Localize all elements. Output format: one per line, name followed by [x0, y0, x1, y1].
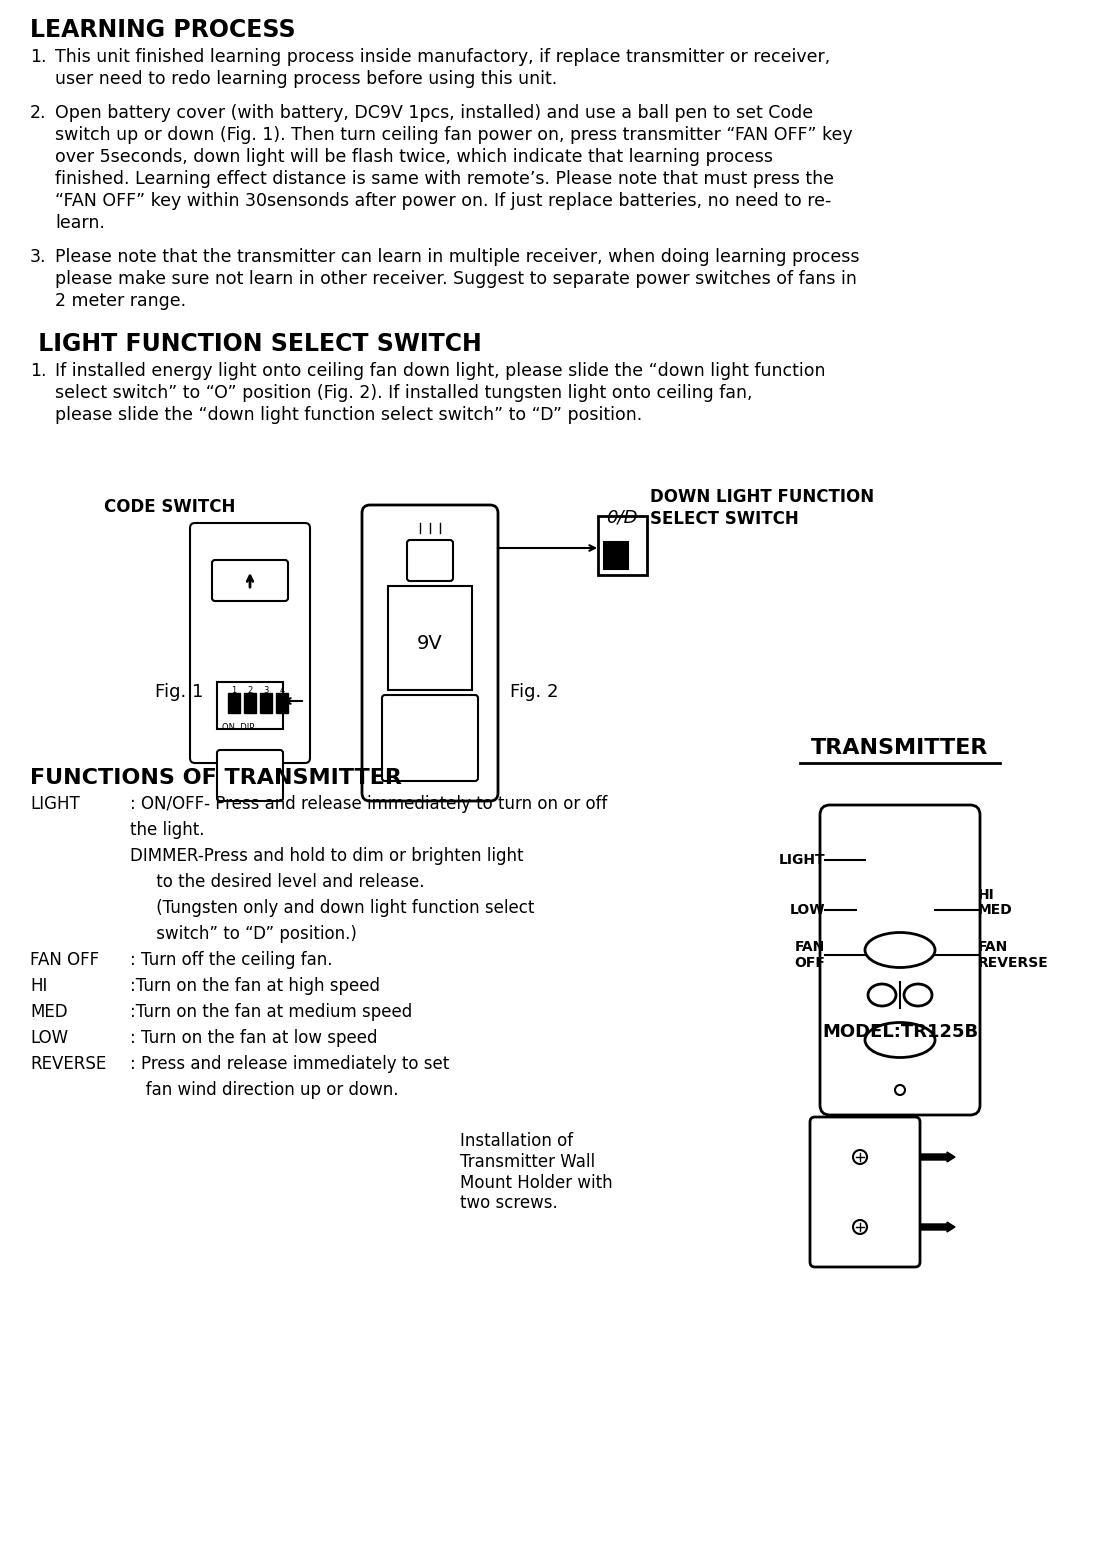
- Text: TRANSMITTER: TRANSMITTER: [811, 739, 989, 757]
- Text: This unit finished learning process inside manufactory, if replace transmitter o: This unit finished learning process insi…: [55, 49, 830, 66]
- Text: LOW: LOW: [30, 1030, 68, 1047]
- Text: MED: MED: [978, 903, 1013, 917]
- Text: 2 meter range.: 2 meter range.: [55, 293, 186, 310]
- Text: FAN OFF: FAN OFF: [30, 952, 99, 969]
- Bar: [228, 693, 240, 714]
- FancyBboxPatch shape: [362, 505, 498, 801]
- Text: 2: 2: [247, 685, 253, 695]
- Text: learn.: learn.: [55, 214, 105, 232]
- Text: Fig. 1: Fig. 1: [155, 682, 204, 701]
- Text: switch up or down (Fig. 1). Then turn ceiling fan power on, press transmitter “F: switch up or down (Fig. 1). Then turn ce…: [55, 127, 852, 144]
- Text: : Press and release immediately to set: : Press and release immediately to set: [130, 1055, 449, 1074]
- Text: SELECT SWITCH: SELECT SWITCH: [649, 510, 799, 527]
- Text: fan wind direction up or down.: fan wind direction up or down.: [130, 1081, 399, 1099]
- FancyBboxPatch shape: [217, 682, 283, 729]
- Text: LIGHT: LIGHT: [779, 853, 825, 867]
- Text: CODE SWITCH: CODE SWITCH: [105, 498, 236, 516]
- Text: : Turn on the fan at low speed: : Turn on the fan at low speed: [130, 1030, 378, 1047]
- FancyArrow shape: [920, 1222, 955, 1232]
- FancyBboxPatch shape: [598, 516, 647, 574]
- Text: switch” to “D” position.): switch” to “D” position.): [130, 925, 356, 944]
- Text: select switch” to “O” position (Fig. 2). If installed tungsten light onto ceilin: select switch” to “O” position (Fig. 2).…: [55, 383, 752, 402]
- FancyBboxPatch shape: [820, 804, 980, 1114]
- Text: over 5seconds, down light will be flash twice, which indicate that learning proc: over 5seconds, down light will be flash …: [55, 149, 773, 166]
- Text: If installed energy light onto ceiling fan down light, please slide the “down li: If installed energy light onto ceiling f…: [55, 362, 825, 380]
- Text: please make sure not learn in other receiver. Suggest to separate power switches: please make sure not learn in other rece…: [55, 271, 857, 288]
- Text: 3: 3: [263, 685, 268, 695]
- Text: user need to redo learning process before using this unit.: user need to redo learning process befor…: [55, 70, 557, 88]
- Text: HI: HI: [30, 977, 48, 995]
- Ellipse shape: [864, 933, 935, 967]
- FancyBboxPatch shape: [212, 560, 289, 601]
- Text: DOWN LIGHT FUNCTION: DOWN LIGHT FUNCTION: [649, 488, 874, 505]
- Text: FAN
OFF: FAN OFF: [794, 941, 825, 970]
- Text: LEARNING PROCESS: LEARNING PROCESS: [30, 19, 295, 42]
- Text: :Turn on the fan at high speed: :Turn on the fan at high speed: [130, 977, 380, 995]
- Text: : Turn off the ceiling fan.: : Turn off the ceiling fan.: [130, 952, 332, 969]
- Text: MODEL:TR125B: MODEL:TR125B: [822, 1024, 978, 1041]
- Ellipse shape: [903, 984, 932, 1006]
- Text: 0/D: 0/D: [606, 509, 637, 526]
- Text: 1: 1: [232, 685, 236, 695]
- Text: (Tungsten only and down light function select: (Tungsten only and down light function s…: [130, 898, 535, 917]
- Text: MED: MED: [30, 1003, 68, 1020]
- Text: 3.: 3.: [30, 247, 47, 266]
- Text: 2.: 2.: [30, 103, 47, 122]
- FancyBboxPatch shape: [407, 540, 453, 581]
- Text: 9V: 9V: [417, 634, 443, 653]
- FancyArrow shape: [920, 1152, 955, 1161]
- Text: ON  DIP: ON DIP: [222, 723, 254, 732]
- Text: HI: HI: [978, 887, 995, 901]
- Text: 1.: 1.: [30, 49, 47, 66]
- Circle shape: [895, 1085, 905, 1095]
- Text: Fig. 2: Fig. 2: [510, 682, 558, 701]
- Text: Please note that the transmitter can learn in multiple receiver, when doing lear: Please note that the transmitter can lea…: [55, 247, 860, 266]
- Text: the light.: the light.: [130, 822, 205, 839]
- FancyBboxPatch shape: [388, 585, 472, 690]
- Text: LIGHT FUNCTION SELECT SWITCH: LIGHT FUNCTION SELECT SWITCH: [30, 332, 481, 355]
- Text: FUNCTIONS OF TRANSMITTER: FUNCTIONS OF TRANSMITTER: [30, 768, 402, 789]
- Text: REVERSE: REVERSE: [30, 1055, 106, 1074]
- Text: LOW: LOW: [790, 903, 825, 917]
- Circle shape: [853, 1150, 867, 1164]
- Text: 4: 4: [280, 685, 284, 695]
- Bar: [276, 693, 289, 714]
- Text: please slide the “down light function select switch” to “D” position.: please slide the “down light function se…: [55, 405, 643, 424]
- Text: LIGHT: LIGHT: [30, 795, 80, 812]
- Text: Installation of
Transmitter Wall
Mount Holder with
two screws.: Installation of Transmitter Wall Mount H…: [460, 1131, 613, 1213]
- FancyBboxPatch shape: [810, 1117, 920, 1268]
- Text: FAN
REVERSE: FAN REVERSE: [978, 941, 1048, 970]
- FancyBboxPatch shape: [190, 523, 310, 764]
- Ellipse shape: [864, 1022, 935, 1058]
- Ellipse shape: [868, 984, 896, 1006]
- FancyBboxPatch shape: [382, 695, 478, 781]
- Text: :Turn on the fan at medium speed: :Turn on the fan at medium speed: [130, 1003, 412, 1020]
- Text: to the desired level and release.: to the desired level and release.: [130, 873, 424, 890]
- Circle shape: [853, 1221, 867, 1233]
- Bar: [260, 693, 272, 714]
- FancyBboxPatch shape: [604, 541, 628, 570]
- Text: DIMMER-Press and hold to dim or brighten light: DIMMER-Press and hold to dim or brighten…: [130, 847, 524, 865]
- Text: Open battery cover (with battery, DC9V 1pcs, installed) and use a ball pen to se: Open battery cover (with battery, DC9V 1…: [55, 103, 813, 122]
- Text: finished. Learning effect distance is same with remote’s. Please note that must : finished. Learning effect distance is sa…: [55, 171, 834, 188]
- Bar: [244, 693, 256, 714]
- Text: : ON/OFF- Press and release immediately to turn on or off: : ON/OFF- Press and release immediately …: [130, 795, 607, 812]
- Text: “FAN OFF” key within 30sensonds after power on. If just replace batteries, no ne: “FAN OFF” key within 30sensonds after po…: [55, 192, 831, 210]
- FancyBboxPatch shape: [217, 750, 283, 801]
- Text: 1.: 1.: [30, 362, 47, 380]
